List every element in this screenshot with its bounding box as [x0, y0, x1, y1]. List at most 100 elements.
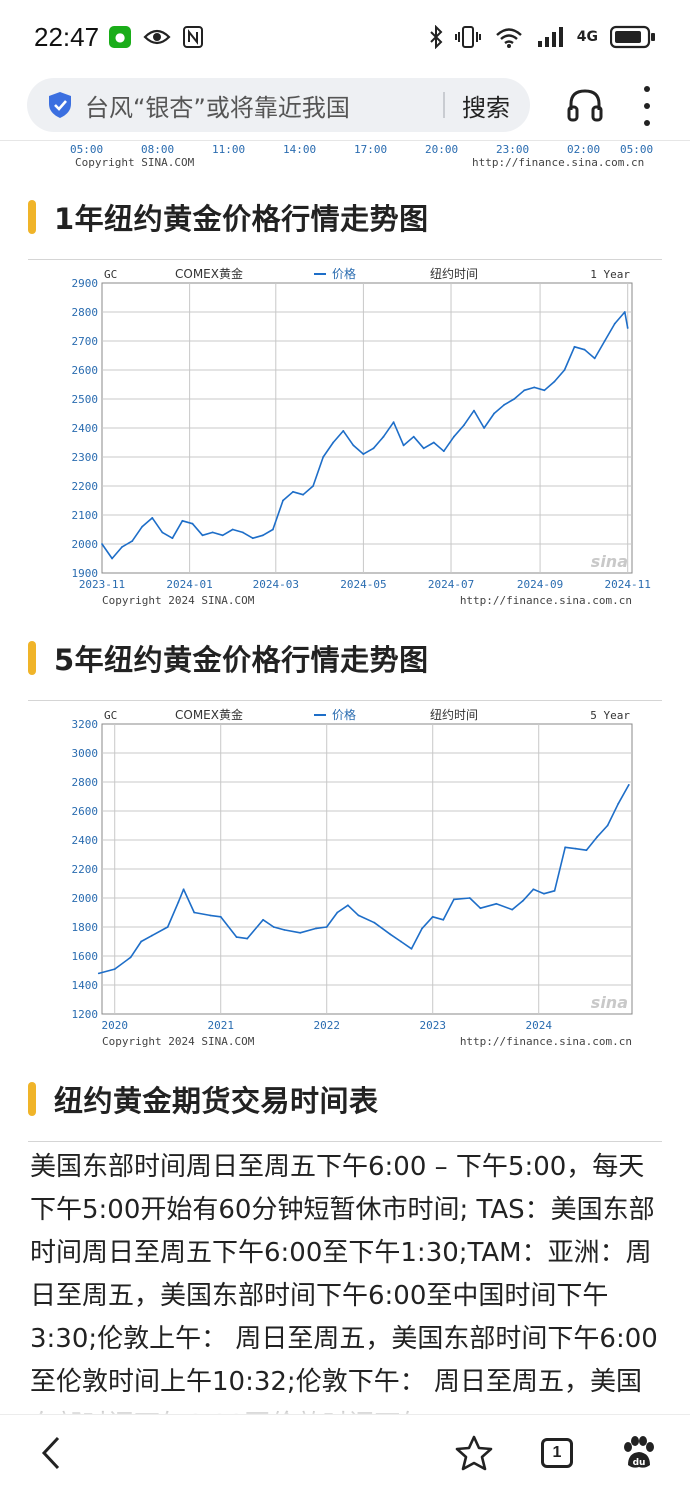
chart-timezone: 纽约时间: [430, 266, 478, 281]
price-point: [282, 499, 284, 502]
baidu-paw-icon[interactable]: du: [620, 1435, 656, 1471]
chart-url: http://finance.sina.com.cn: [460, 594, 632, 607]
x-tick-label: 2024-11: [605, 578, 651, 591]
price-point: [421, 927, 423, 930]
price-point: [283, 929, 286, 931]
price-point: [511, 908, 514, 911]
partial-tick: 17:00: [354, 143, 388, 156]
bookmark-star-icon[interactable]: [455, 1435, 493, 1471]
price-point: [219, 915, 222, 918]
price-point: [121, 546, 123, 548]
price-point: [422, 447, 425, 450]
price-point: [129, 956, 132, 959]
price-point: [251, 537, 254, 540]
y-tick-label: 2600: [72, 364, 99, 377]
partial-tick: 23:00: [496, 143, 530, 156]
price-point: [603, 340, 606, 342]
partial-copyright: Copyright SINA.COM: [75, 156, 195, 169]
price-point: [140, 940, 143, 943]
price-point: [131, 540, 134, 542]
tabs-button[interactable]: 1: [541, 1438, 573, 1468]
legend-label: 价格: [332, 266, 356, 281]
y-tick-label: 3200: [72, 718, 99, 731]
partial-tick: 05:00: [620, 143, 654, 156]
price-point: [533, 386, 536, 389]
price-point: [241, 531, 244, 534]
search-button[interactable]: 搜索: [462, 93, 510, 122]
y-tick-label: 3000: [72, 747, 99, 760]
chart-5year: GC COMEX黄金 价格 纽约时间 5 Year 3200 3000 2800 2600 240…: [30, 703, 664, 1053]
section-heading-5year: 5年纽约黄金价格行情走势图: [28, 637, 429, 679]
battery-icon: [610, 25, 655, 49]
section-divider: [28, 700, 662, 701]
x-tick-label: 2021: [207, 1019, 234, 1032]
price-point: [357, 914, 360, 917]
address-divider: [443, 92, 445, 118]
price-point: [362, 453, 365, 455]
price-point: [231, 528, 234, 531]
chart-1year-svg: GC COMEX黄金 价格 纽约时间 1 Year 2900 2800 2700 2600 250…: [72, 266, 651, 607]
price-point: [191, 522, 194, 525]
price-point: [181, 519, 184, 522]
price-point: [302, 493, 304, 496]
y-tick-label: 2800: [72, 776, 99, 789]
y-tick-label: 1200: [72, 1008, 99, 1021]
price-point: [347, 904, 349, 907]
status-bar: 22:47 ● 4G: [0, 0, 690, 74]
price-point: [596, 836, 598, 838]
section-title: 5年纽约黄金价格行情走势图: [54, 643, 429, 677]
y-tick-label: 2900: [72, 277, 99, 290]
y-tick-label: 1900: [72, 567, 99, 580]
price-point: [553, 889, 556, 892]
price-point: [177, 901, 180, 904]
price-point: [627, 784, 630, 786]
partial-tick: 20:00: [425, 143, 459, 156]
price-point: [563, 369, 566, 371]
chart-copyright: Copyright 2024 SINA.COM: [102, 594, 255, 607]
price-point: [463, 424, 465, 426]
address-bar[interactable]: 台风“银杏”或将靠近我国 搜索: [27, 78, 530, 132]
price-point: [113, 968, 116, 970]
chart-period: 5 Year: [590, 709, 630, 722]
price-point: [322, 456, 325, 458]
price-point: [352, 444, 355, 447]
bluetooth-icon: [430, 25, 443, 49]
address-query[interactable]: 台风“银杏”或将靠近我国: [85, 93, 350, 122]
x-tick-label: 2020: [101, 1019, 128, 1032]
section-title: 1年纽约黄金价格行情走势图: [54, 202, 429, 236]
price-point: [432, 441, 435, 444]
section-divider: [28, 259, 662, 260]
price-point: [392, 421, 395, 424]
sina-watermark: sina: [591, 552, 628, 571]
svg-text:du: du: [633, 1458, 646, 1468]
y-tick-label: 2500: [72, 393, 99, 406]
section-heading-1year: 1年纽约黄金价格行情走势图: [28, 196, 429, 238]
section-heading-schedule: 纽约黄金期货交易时间表: [28, 1078, 379, 1120]
price-point: [299, 931, 302, 934]
more-menu-icon[interactable]: [640, 86, 654, 126]
y-tick-label: 2400: [72, 834, 99, 847]
price-point: [221, 534, 224, 537]
y-tick-label: 1800: [72, 921, 99, 934]
price-point: [503, 403, 506, 406]
network-type: 4G: [576, 29, 598, 45]
price-point: [246, 937, 249, 940]
price-point: [151, 517, 154, 519]
price-point: [468, 897, 471, 899]
price-point: [617, 802, 620, 805]
back-icon[interactable]: [36, 1435, 66, 1471]
chart-instrument: COMEX黄金: [175, 707, 243, 722]
chart-symbol: GC: [104, 268, 117, 281]
price-point: [342, 430, 345, 432]
price-point: [626, 327, 629, 329]
price-point: [373, 921, 376, 924]
y-tick-label: 2700: [72, 335, 99, 348]
price-point: [521, 900, 524, 902]
price-point: [410, 947, 413, 950]
sina-watermark: sina: [591, 993, 628, 1012]
headphone-icon[interactable]: [566, 86, 604, 124]
price-point: [262, 918, 264, 921]
partial-tick: 14:00: [283, 143, 317, 156]
price-point: [574, 847, 577, 850]
price-point: [101, 543, 103, 545]
